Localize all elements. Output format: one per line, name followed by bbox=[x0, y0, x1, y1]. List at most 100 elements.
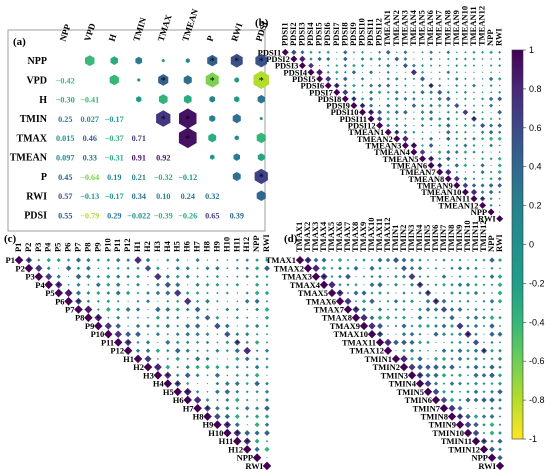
c-cell-diamond bbox=[224, 331, 231, 338]
d-cell-diamond bbox=[497, 331, 503, 337]
b-col-label: PDSI9 bbox=[348, 22, 358, 46]
b-cell-diamond bbox=[430, 71, 432, 73]
c-cell-diamond bbox=[265, 258, 269, 263]
panel-c: P1 P2 P3 P4 P5 P6 P7 P8 P9 P10 P11 P12 H1 H2 H3 H4 H5 H6 H… bbox=[6, 234, 272, 471]
d-cell-diamond bbox=[402, 348, 406, 353]
c-cell-diamond bbox=[54, 288, 63, 298]
a-cell-value: 0.097 bbox=[56, 153, 74, 162]
b-cell-diamond bbox=[446, 50, 451, 55]
d-significance-star: * bbox=[458, 414, 462, 422]
b-cell-diamond bbox=[325, 75, 332, 82]
d-col-label: TMIN10 bbox=[462, 220, 472, 252]
d-cell-diamond bbox=[491, 292, 493, 294]
c-cell-diamond bbox=[185, 274, 190, 279]
b-cell-diamond bbox=[420, 70, 425, 74]
d-cell-diamond bbox=[434, 324, 438, 328]
a-significance-star: * bbox=[234, 57, 239, 68]
d-cell-diamond bbox=[402, 315, 406, 320]
a-cell-value: −0.32 bbox=[154, 173, 173, 182]
b-cell-diamond bbox=[386, 123, 391, 128]
b-cell-diamond bbox=[436, 168, 444, 176]
d-cell-diamond bbox=[401, 274, 407, 279]
a-significance-star: * bbox=[185, 134, 190, 145]
c-cell-diamond bbox=[214, 372, 220, 378]
b-cell-diamond bbox=[361, 84, 364, 87]
a-cell-value: 0.33 bbox=[83, 153, 97, 162]
c-cell-diamond bbox=[264, 389, 270, 394]
c-cell-diamond bbox=[246, 284, 248, 286]
c-cell-diamond bbox=[115, 290, 121, 296]
a-cell-hexagon bbox=[156, 110, 171, 127]
c-cell-diamond bbox=[205, 282, 210, 287]
d-cell-diamond bbox=[497, 282, 503, 288]
b-cell-diamond bbox=[394, 90, 399, 95]
b-cell-diamond bbox=[377, 109, 382, 115]
b-cell-diamond bbox=[455, 57, 459, 61]
d-cell-diamond bbox=[343, 305, 353, 314]
d-cell-diamond bbox=[394, 282, 398, 287]
b-cell-diamond bbox=[464, 51, 467, 54]
a-cell-value: 0.29 bbox=[107, 211, 121, 220]
c-cell-diamond bbox=[136, 291, 140, 295]
b-cell-diamond bbox=[386, 97, 390, 101]
d-cell-diamond bbox=[450, 332, 454, 336]
b-cell-diamond bbox=[324, 82, 332, 90]
d-cell-diamond bbox=[498, 258, 502, 263]
d-cell-diamond bbox=[498, 406, 502, 411]
d-cell-diamond bbox=[458, 275, 462, 279]
d-cell-diamond bbox=[458, 291, 462, 295]
b-cell-diamond bbox=[488, 129, 494, 135]
d-cell-diamond bbox=[498, 365, 502, 369]
c-row-label: H2 bbox=[133, 362, 144, 372]
d-cell-diamond bbox=[346, 291, 350, 295]
b-row-label: TMEAN6 bbox=[391, 160, 427, 170]
c-cell-diamond bbox=[235, 406, 240, 411]
b-cell-diamond bbox=[499, 211, 501, 213]
c-cell-diamond bbox=[225, 340, 230, 345]
c-cell-diamond bbox=[265, 440, 269, 443]
c-significance-star: * bbox=[206, 405, 210, 413]
c-cell-diamond bbox=[186, 382, 190, 386]
b-cell-diamond bbox=[464, 104, 467, 107]
c-cell-diamond bbox=[203, 412, 212, 421]
d-cell-diamond bbox=[369, 315, 375, 321]
b-row-label: PDSI7 bbox=[309, 87, 333, 97]
a-cell-value: 0.10 bbox=[156, 192, 170, 201]
d-cell-diamond bbox=[378, 300, 382, 303]
c-cell-diamond bbox=[216, 358, 219, 360]
b-cell-diamond bbox=[463, 123, 468, 128]
b-cell-diamond bbox=[360, 63, 365, 68]
d-cell-diamond bbox=[473, 290, 479, 296]
c-cell-diamond bbox=[265, 341, 269, 344]
b-cell-diamond bbox=[394, 56, 400, 62]
b-cell-diamond bbox=[489, 117, 493, 121]
b-cell-diamond bbox=[464, 117, 467, 121]
d-cell-diamond bbox=[403, 283, 405, 286]
b-cell-diamond bbox=[463, 176, 468, 181]
d-cell-diamond bbox=[395, 333, 397, 335]
d-cell-diamond bbox=[475, 300, 477, 303]
a-cell-value: 0.45 bbox=[58, 173, 72, 182]
colorbar-tick-label: -0.6 bbox=[529, 356, 545, 366]
d-cell-diamond bbox=[330, 275, 334, 279]
d-cell-diamond bbox=[387, 333, 389, 335]
d-cell-diamond bbox=[466, 357, 470, 361]
c-cell-diamond bbox=[116, 266, 120, 270]
a-cell-value: 0.027 bbox=[81, 115, 99, 124]
c-cell-diamond bbox=[216, 398, 219, 402]
c-cell-diamond bbox=[246, 308, 249, 311]
a-row-label: TMEAN bbox=[10, 153, 48, 164]
c-cell-diamond bbox=[143, 362, 153, 372]
c-cell-diamond bbox=[235, 258, 239, 262]
b-cell-diamond bbox=[333, 88, 341, 96]
c-cell-diamond bbox=[193, 404, 202, 413]
d-cell-diamond bbox=[440, 306, 448, 313]
b-cell-diamond bbox=[453, 181, 461, 189]
b-cell-diamond bbox=[490, 58, 493, 60]
b-cell-diamond bbox=[489, 123, 494, 128]
b-cell-diamond bbox=[464, 84, 467, 87]
b-cell-diamond bbox=[413, 58, 415, 60]
d-cell-diamond bbox=[330, 266, 334, 270]
c-cell-diamond bbox=[183, 395, 192, 405]
c-cell-diamond bbox=[254, 340, 260, 345]
